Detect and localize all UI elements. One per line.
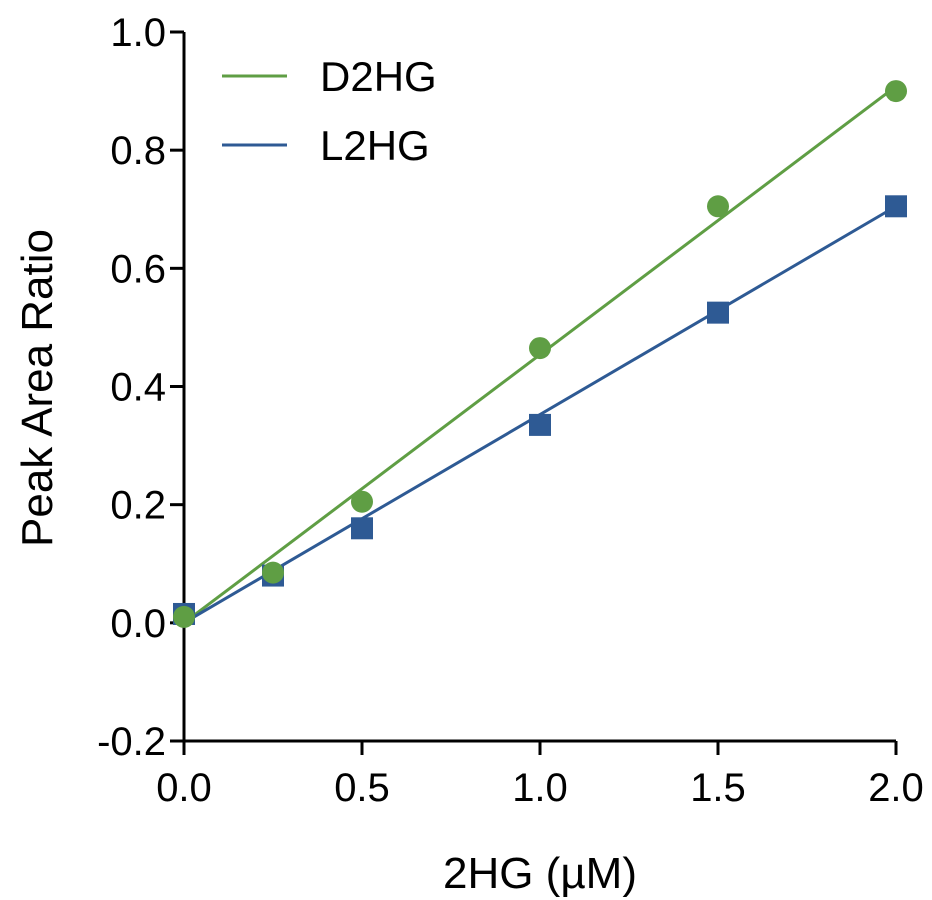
x-tick-label: 0.0	[156, 766, 212, 810]
y-tick-label: 1.0	[110, 11, 166, 55]
point-l2hg	[885, 195, 907, 218]
point-d2hg	[173, 605, 195, 628]
point-l2hg	[351, 517, 373, 540]
legend-label-l2hg: L2HG	[320, 122, 430, 169]
tick-labels: -0.20.00.20.40.60.81.00.0 0.5 1.0 1.5 2.0	[97, 11, 924, 810]
y-tick-label: 0.4	[110, 366, 166, 410]
y-tick-label: 0.0	[110, 602, 166, 646]
y-axis-label: Peak Area Ratio	[13, 229, 62, 547]
x-axis-label: 2HG (µM)	[443, 849, 637, 898]
axes	[170, 30, 898, 755]
point-l2hg	[707, 301, 729, 324]
y-tick-label: -0.2	[97, 720, 166, 764]
legend-label-d2hg: D2HG	[320, 53, 437, 100]
point-d2hg	[707, 195, 729, 218]
y-tick-label: 0.8	[110, 129, 166, 173]
x-tick-label: 1.0	[512, 766, 568, 810]
point-d2hg	[351, 490, 373, 513]
x-tick-label: 0.5	[334, 766, 390, 810]
y-tick-label: 0.6	[110, 247, 166, 291]
point-d2hg	[529, 337, 551, 360]
x-tick-label: 2.0	[868, 766, 924, 810]
point-d2hg	[885, 80, 907, 103]
y-tick-label: 0.2	[110, 484, 166, 528]
data-points	[173, 80, 907, 628]
legend: D2HG L2HG	[222, 53, 437, 169]
point-l2hg	[529, 413, 551, 436]
point-d2hg	[262, 561, 284, 584]
x-tick-label: 1.5	[690, 766, 746, 810]
